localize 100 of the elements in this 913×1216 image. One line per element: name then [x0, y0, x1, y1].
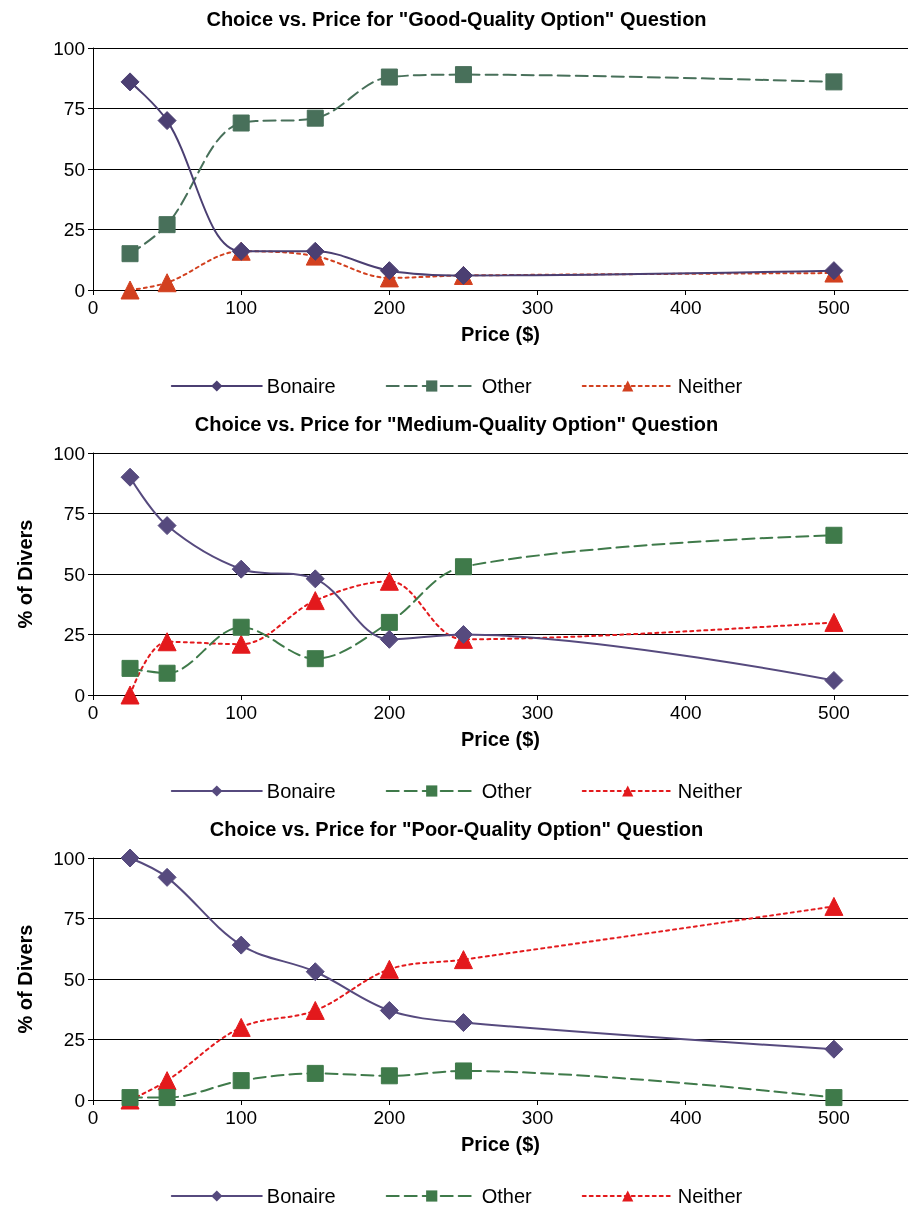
legend-label: Bonaire: [266, 1185, 336, 1207]
point: [120, 467, 140, 487]
point: [824, 1039, 844, 1059]
point: [454, 1062, 472, 1080]
y-tick-label: 0: [74, 684, 85, 706]
x-axis-title: Price ($): [461, 323, 540, 345]
legend-label: Neither: [677, 780, 743, 802]
chart-title: Choice vs. Price for "Good-Quality Option" Question: [206, 8, 707, 30]
y-tick-label: 25: [63, 1029, 85, 1050]
x-tick-label: 100: [225, 702, 258, 723]
y-tick-label: 100: [53, 37, 85, 59]
y-tick-label: 100: [53, 847, 85, 869]
y-axis-title: % of Divers: [14, 519, 36, 629]
point: [121, 659, 139, 677]
point: [232, 114, 250, 132]
point: [825, 73, 843, 91]
point: [305, 591, 325, 611]
point: [157, 632, 177, 652]
point: [379, 571, 399, 591]
x-tick-label: 500: [818, 297, 850, 318]
point: [454, 558, 472, 576]
point: [232, 618, 250, 636]
point: [158, 1089, 176, 1107]
y-tick-label: 25: [63, 219, 85, 240]
y-tick-label: 75: [63, 908, 85, 929]
point: [379, 1000, 399, 1020]
y-tick-label: 50: [63, 563, 85, 585]
legend-label: Bonaire: [266, 375, 336, 397]
point: [305, 962, 325, 982]
point: [120, 72, 140, 92]
legend-label: Other: [481, 375, 533, 397]
point: [120, 848, 140, 868]
point: [824, 612, 844, 632]
point: [231, 634, 251, 654]
y-tick-label: 50: [63, 158, 85, 180]
y-tick-label: 25: [63, 624, 85, 645]
x-tick-label: 500: [818, 1107, 850, 1128]
point: [120, 685, 140, 705]
point: [824, 896, 844, 916]
y-tick-label: 0: [74, 279, 85, 301]
x-tick-label: 0: [87, 702, 99, 723]
x-tick-label: 300: [521, 1107, 554, 1128]
x-tick-label: 200: [373, 702, 406, 723]
point: [157, 1071, 177, 1091]
point: [120, 280, 140, 300]
x-tick-label: 300: [521, 297, 554, 318]
point: [379, 959, 399, 979]
x-tick-label: 200: [373, 297, 406, 318]
point: [305, 1000, 325, 1020]
x-tick-label: 0: [87, 1107, 99, 1128]
x-tick-label: 400: [669, 297, 702, 318]
x-tick-label: 0: [87, 297, 99, 318]
legend-label: Neither: [677, 1185, 743, 1207]
point: [306, 1064, 324, 1082]
point: [232, 1072, 250, 1090]
x-axis-title: Price ($): [461, 728, 540, 750]
x-tick-label: 500: [818, 702, 850, 723]
point: [380, 613, 398, 631]
point: [453, 625, 473, 644]
point: [305, 569, 325, 589]
x-tick-label: 200: [373, 1107, 406, 1128]
point: [157, 273, 177, 293]
point: [306, 650, 324, 668]
point: [231, 1017, 251, 1037]
point: [453, 1013, 473, 1033]
x-axis-title: Price ($): [461, 1133, 540, 1155]
legend-label: Bonaire: [266, 780, 336, 802]
chart-title: Choice vs. Price for "Poor-Quality Option" Question: [209, 818, 704, 840]
y-tick-label: 50: [63, 968, 85, 990]
legend-label: Other: [481, 1185, 533, 1207]
x-tick-label: 100: [225, 1107, 258, 1128]
point: [231, 935, 251, 955]
point: [231, 559, 251, 579]
point: [380, 1067, 398, 1085]
point: [157, 516, 177, 536]
point: [306, 109, 324, 127]
point: [121, 245, 139, 263]
point: [157, 111, 177, 131]
point: [825, 1089, 843, 1107]
y-tick-label: 75: [63, 98, 85, 119]
y-axis-title: % of Divers: [14, 924, 36, 1034]
legend-label: Neither: [677, 375, 743, 397]
legend-label: Other: [481, 780, 533, 802]
point: [305, 241, 325, 261]
y-tick-label: 75: [63, 503, 85, 524]
point: [453, 950, 473, 970]
point: [379, 261, 399, 281]
x-tick-label: 400: [669, 1107, 702, 1128]
point: [157, 867, 177, 887]
y-tick-label: 0: [74, 1089, 85, 1111]
point: [158, 216, 176, 234]
point: [158, 664, 176, 682]
point: [380, 68, 398, 86]
point: [825, 526, 843, 544]
y-tick-label: 100: [53, 442, 85, 464]
point: [454, 66, 472, 84]
point: [824, 670, 844, 690]
x-tick-label: 300: [521, 702, 554, 723]
x-tick-label: 100: [225, 297, 258, 318]
chart-title: Choice vs. Price for "Medium-Quality Option" Question: [194, 413, 719, 435]
